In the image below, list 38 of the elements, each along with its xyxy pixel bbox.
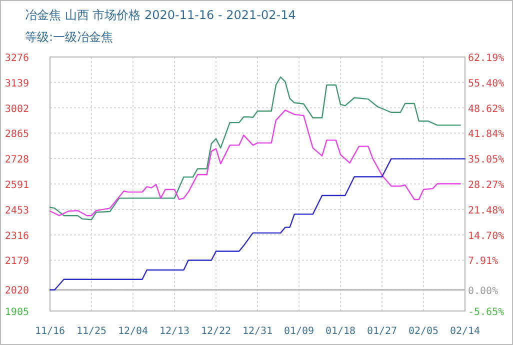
y-tick-label: 2020 xyxy=(4,286,29,297)
y-tick-label: 2316 xyxy=(4,230,29,242)
line-series xyxy=(49,76,461,220)
y2-tick-label: 41.84% xyxy=(468,129,504,140)
x-tick-label: 11/16 xyxy=(34,326,66,337)
y2-tick-label: 35.05% xyxy=(468,154,504,166)
chart-subtitle: 等级:一级冶金焦 xyxy=(25,30,114,44)
x-tick-label: 02/05 xyxy=(408,326,439,337)
x-tick-label: 12/22 xyxy=(200,326,232,337)
line-series xyxy=(49,110,461,216)
line-series xyxy=(49,158,466,290)
y2-tick-label: 28.27% xyxy=(468,180,504,191)
y-tick-label: 2179 xyxy=(4,256,29,268)
y2-tick-label: 55.40% xyxy=(468,78,504,90)
chart-title: 冶金焦 山西 市场价格 2020-11-16 - 2021-02-14 xyxy=(25,8,296,22)
y2-tick-label: 21.48% xyxy=(468,205,504,216)
x-tick-label: 01/27 xyxy=(366,326,398,337)
x-tick-label: 12/31 xyxy=(242,326,273,337)
y2-tick-label: 14.70% xyxy=(468,230,504,242)
x-tick-label: 02/14 xyxy=(450,326,480,337)
y2-tick-label: 7.91% xyxy=(468,256,498,268)
y-tick-label: 3139 xyxy=(4,78,29,90)
x-tick-label: 01/09 xyxy=(284,326,314,337)
y2-tick-label: 0.00% xyxy=(468,286,498,297)
y2-tick-label: 62.19% xyxy=(468,53,504,64)
y-tick-label: 2728 xyxy=(4,154,29,166)
y-tick-label: 3276 xyxy=(4,53,29,64)
y-tick-label: 3002 xyxy=(4,104,29,115)
x-tick-label: 12/13 xyxy=(159,326,190,337)
x-tick-label: 11/25 xyxy=(76,326,107,337)
x-tick-label: 01/18 xyxy=(325,326,356,337)
y2-tick-label: 48.62% xyxy=(468,104,504,115)
y-tick-label: 2453 xyxy=(4,205,29,216)
y-tick-label: 1905 xyxy=(4,307,29,318)
x-tick-label: 12/04 xyxy=(118,326,148,337)
y2-tick-label: -5.65% xyxy=(468,307,504,318)
y-tick-label: 2865 xyxy=(4,129,29,140)
y-tick-label: 2591 xyxy=(4,180,29,191)
